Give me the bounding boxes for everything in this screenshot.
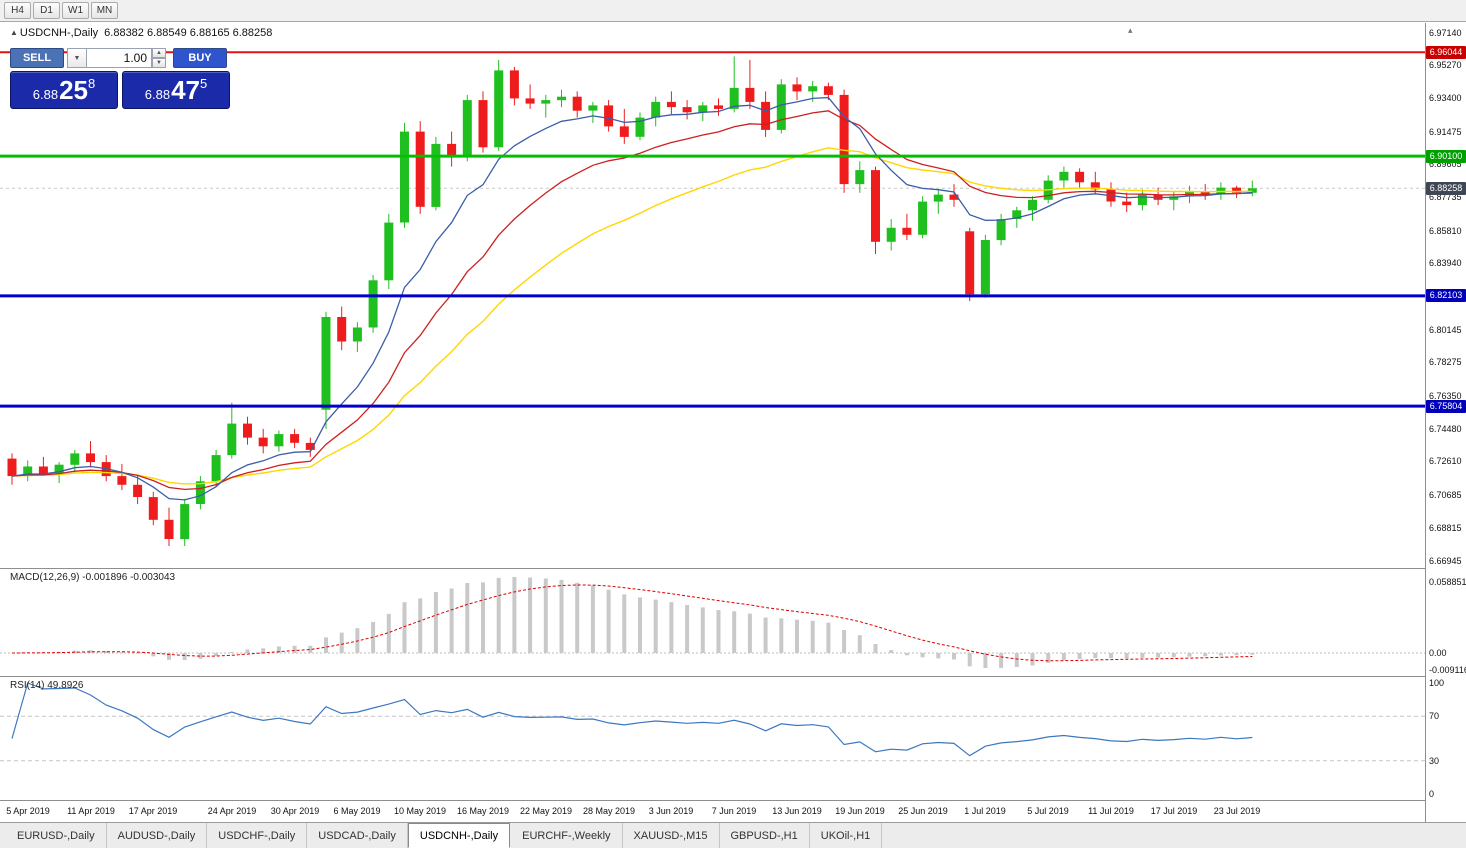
- chart-tab-audusd-daily[interactable]: AUDUSD-,Daily: [107, 823, 208, 848]
- chart-tab-xauusd-m15[interactable]: XAUUSD-,M15: [623, 823, 720, 848]
- rsi-scale-label: 0: [1429, 789, 1435, 799]
- chevron-down-icon: ▼: [73, 54, 81, 62]
- sell-button[interactable]: SELL: [10, 48, 64, 68]
- price-tick-label: 6.83940: [1429, 258, 1462, 268]
- chart-tab-gbpusd-h1[interactable]: GBPUSD-,H1: [720, 823, 810, 848]
- price-tick-label: 6.74480: [1429, 424, 1462, 434]
- date-label: 3 Jun 2019: [648, 806, 694, 816]
- timeframe-toolbar: H4 D1 W1 MN: [0, 0, 1466, 22]
- date-label: 16 May 2019: [456, 806, 510, 816]
- panel-separator[interactable]: [0, 568, 1466, 569]
- timeframe-button-w1[interactable]: W1: [62, 2, 89, 19]
- price-axis-border: [1425, 23, 1426, 822]
- price-tick-label: 6.85810: [1429, 226, 1462, 236]
- buy-price-fraction: 5: [200, 76, 208, 91]
- chart-tab-bar: EURUSD-,Daily AUDUSD-,Daily USDCHF-,Daily U…: [0, 822, 1466, 848]
- date-label: 25 Jun 2019: [898, 806, 948, 816]
- chart-tab-eurchf-weekly[interactable]: EURCHF-,Weekly: [511, 823, 623, 848]
- timeframe-button-group: H4 D1 W1 MN: [4, 2, 120, 19]
- price-tick-label: 6.78275: [1429, 357, 1462, 367]
- current-price-badge: 6.88258: [1426, 182, 1466, 195]
- date-label: 11 Apr 2019: [67, 806, 115, 816]
- chart-tab-usdchf-daily[interactable]: USDCHF-,Daily: [207, 823, 308, 848]
- volume-spin-down-button[interactable]: ▼: [152, 58, 166, 68]
- price-level-badge: 6.90100: [1426, 150, 1466, 163]
- date-label: 24 Apr 2019: [207, 806, 257, 816]
- rsi-panel[interactable]: [0, 677, 1425, 800]
- price-tick-label: 6.72610: [1429, 456, 1462, 466]
- price-tick-label: 6.93400: [1429, 93, 1462, 103]
- buy-price-pips: 47: [171, 75, 200, 105]
- price-level-badge: 6.82103: [1426, 289, 1466, 302]
- date-label: 10 May 2019: [393, 806, 447, 816]
- price-tick-label: 6.66945: [1429, 556, 1462, 566]
- macd-panel[interactable]: [0, 569, 1425, 676]
- sell-price-pips: 25: [59, 75, 88, 105]
- date-label: 17 Jul 2019: [1150, 806, 1198, 816]
- timeframe-button-d1[interactable]: D1: [33, 2, 60, 19]
- price-axis[interactable]: 6.97140 6.95270 6.93400 6.91475 6.89605 6.877…: [1426, 23, 1466, 822]
- price-tick-label: 6.70685: [1429, 490, 1462, 500]
- sell-price-fraction: 8: [88, 76, 96, 91]
- price-tick-label: 6.91475: [1429, 127, 1462, 137]
- date-label: 28 May 2019: [582, 806, 636, 816]
- ohlc-readout: 6.88382 6.88549 6.88165 6.88258: [104, 27, 273, 39]
- chart-tab-usdcnh-daily[interactable]: USDCNH-,Daily: [407, 823, 511, 848]
- price-tick-label: 6.89605: [1429, 159, 1462, 169]
- date-label: 11 Jul 2019: [1088, 806, 1134, 816]
- chart-symbol-title: USDCNH-,Daily: [19, 27, 99, 39]
- axis-separator: [0, 800, 1466, 801]
- date-label: 5 Jul 2019: [1027, 806, 1069, 816]
- buy-button[interactable]: BUY: [173, 48, 227, 68]
- timeframe-button-mn[interactable]: MN: [91, 2, 118, 19]
- panel-separator[interactable]: [0, 676, 1466, 677]
- price-tick-label: 6.68815: [1429, 523, 1462, 533]
- volume-spin-up-button[interactable]: ▲: [152, 48, 166, 58]
- chart-scroll-marker-icon: ▴: [1128, 25, 1133, 35]
- buy-price-base: 6.88: [144, 87, 171, 102]
- rsi-scale-label: 30: [1429, 756, 1440, 766]
- price-tick-label: 6.87735: [1429, 192, 1462, 202]
- chart-tab-eurusd-daily[interactable]: EURUSD-,Daily: [6, 823, 107, 848]
- macd-scale-label: 0.058851: [1429, 577, 1466, 587]
- date-axis[interactable]: 5 Apr 2019 11 Apr 2019 17 Apr 2019 24 Apr 2…: [0, 801, 1425, 822]
- date-label: 19 Jun 2019: [835, 806, 885, 816]
- macd-label: MACD(12,26,9) -0.001896 -0.003043: [10, 572, 176, 583]
- sell-price-display[interactable]: 6.88 25 8: [10, 71, 118, 109]
- price-tick-label: 6.76350: [1429, 391, 1462, 401]
- volume-input[interactable]: [87, 48, 152, 68]
- main-chart[interactable]: [0, 23, 1425, 568]
- rsi-scale-label: 70: [1429, 711, 1440, 721]
- date-label: 30 Apr 2019: [270, 806, 320, 816]
- date-label: 17 Apr 2019: [128, 806, 178, 816]
- volume-dropdown-button[interactable]: ▼: [67, 48, 87, 68]
- chart-tab-ukoil-h1[interactable]: UKOil-,H1: [810, 823, 883, 848]
- price-tick-label: 6.95270: [1429, 60, 1462, 70]
- macd-scale-label: 0.00: [1429, 648, 1447, 658]
- macd-scale-label: -0.009116: [1429, 665, 1466, 675]
- price-level-badge: 6.75804: [1426, 400, 1466, 413]
- price-level-badge: 6.96044: [1426, 46, 1466, 59]
- symbol-marker-icon: ▲: [10, 28, 18, 37]
- chart-header: ▲ USDCNH-,Daily 6.88382 6.88549 6.88165 6.…: [10, 27, 272, 39]
- date-label: 13 Jun 2019: [772, 806, 822, 816]
- rsi-scale-label: 100: [1429, 678, 1445, 688]
- date-label: 6 May 2019: [333, 806, 381, 816]
- chart-tab-usdcad-daily[interactable]: USDCAD-,Daily: [307, 823, 408, 848]
- rsi-label: RSI(14) 49.8926: [10, 680, 84, 691]
- timeframe-button-h4[interactable]: H4: [4, 2, 31, 19]
- volume-stepper: ▲ ▼: [152, 48, 166, 68]
- date-label: 1 Jul 2019: [964, 806, 1006, 816]
- date-label: 22 May 2019: [519, 806, 573, 816]
- date-label: 5 Apr 2019: [6, 806, 50, 816]
- price-tick-label: 6.97140: [1429, 28, 1462, 38]
- sell-price-base: 6.88: [32, 87, 59, 102]
- price-tick-label: 6.80145: [1429, 325, 1462, 335]
- date-label: 7 Jun 2019: [711, 806, 757, 816]
- buy-price-display[interactable]: 6.88 47 5: [122, 71, 230, 109]
- date-label: 23 Jul 2019: [1213, 806, 1261, 816]
